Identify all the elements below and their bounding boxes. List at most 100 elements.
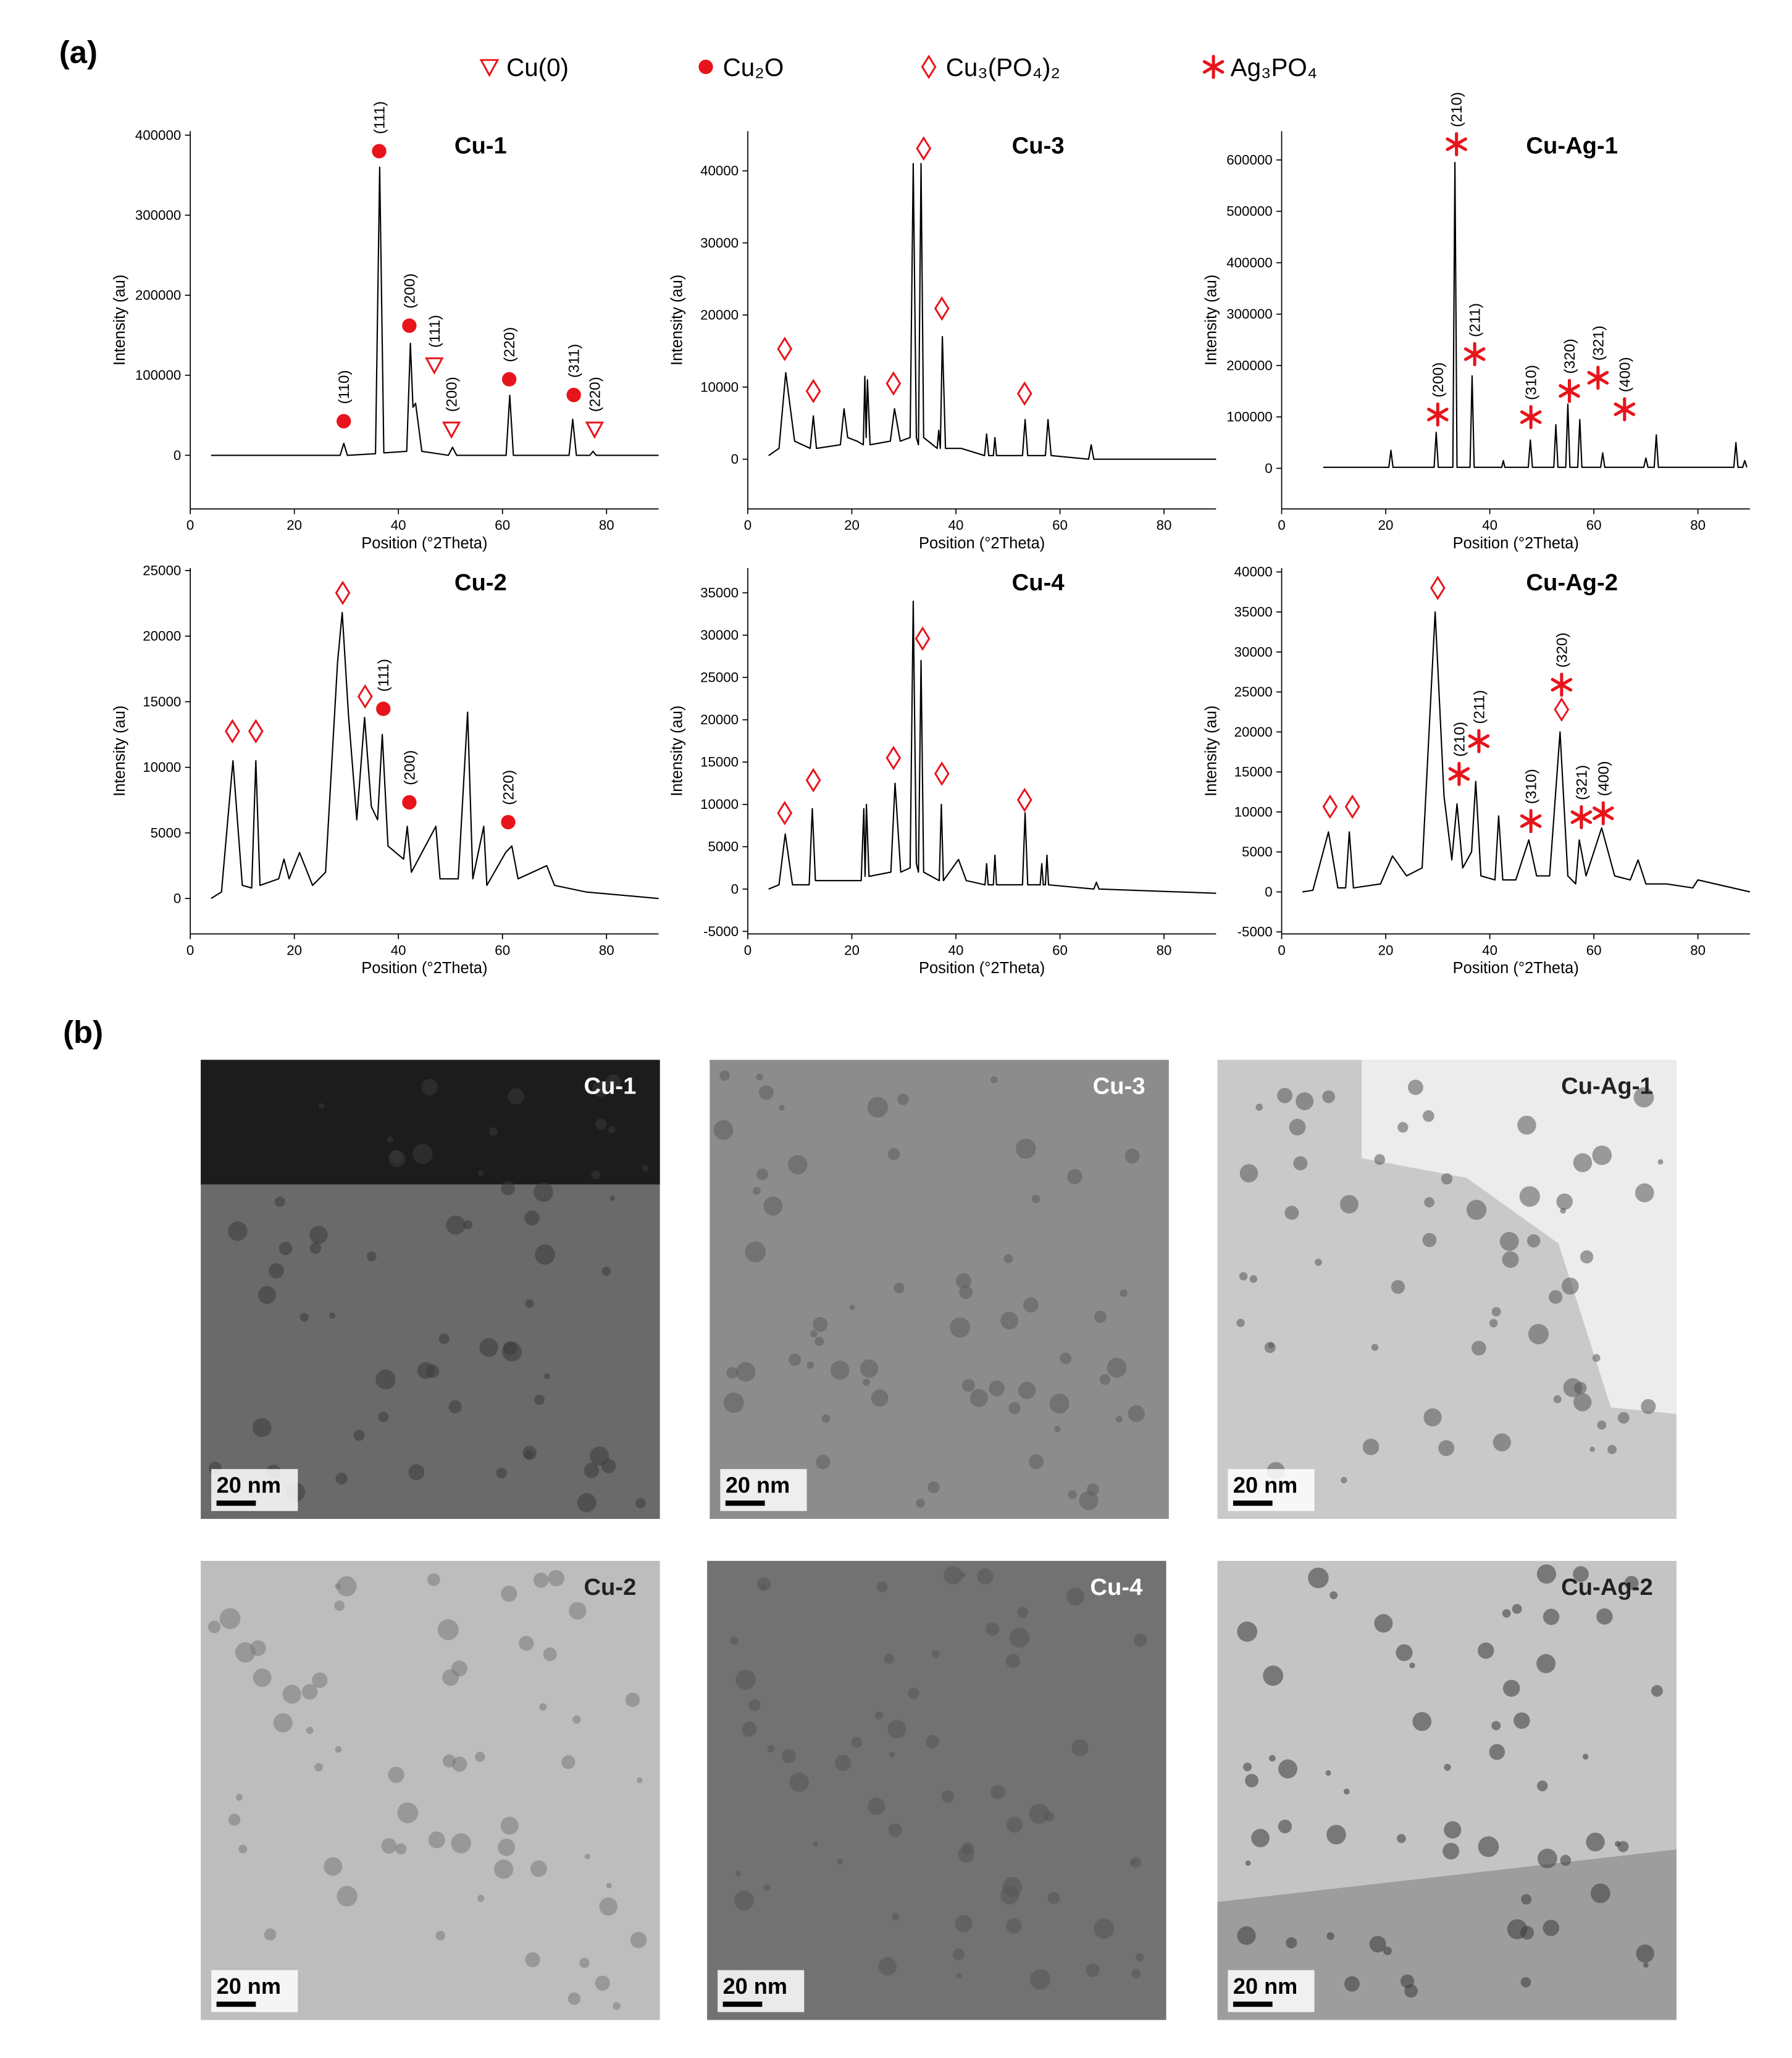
x-tick-label: 60 [1052,517,1068,533]
x-tick-label: 60 [495,517,510,533]
x-tick-label: 0 [1278,517,1285,533]
legend-label: Cu₃(PO₄)₂ [946,53,1060,82]
tem-particle [1289,1119,1306,1136]
tem-particle [1251,1828,1270,1847]
diamond-marker [1554,697,1570,722]
peak-label: (320) [1554,632,1570,667]
panel-label: (b) [63,1014,103,1050]
circle-marker [566,387,581,403]
peak-label: (110) [336,370,353,404]
tem-particle [1296,1092,1314,1111]
tem-particle [1592,1353,1601,1362]
tem-particle [1391,1280,1405,1294]
tem-particle [1574,1381,1587,1395]
tem-particle [1269,1755,1276,1762]
tem-particle [1237,1621,1258,1642]
asterisk-marker [1202,54,1225,79]
tem-particle [989,1380,1005,1397]
xrd-line [1302,611,1751,893]
y-tick-label: 0 [731,451,739,467]
tem-particle [579,1957,590,1968]
tem-particle [477,1894,485,1902]
tem-particle [884,1654,895,1664]
circle-marker [372,144,387,159]
chart-title: Cu-3 [1012,133,1065,159]
asterisk-stroke [1427,408,1449,422]
x-tick-label: 0 [186,942,194,958]
x-tick-label: 60 [1052,942,1068,958]
peak-label: (310) [1523,365,1540,400]
tem-particle [889,1752,895,1758]
tem-particle [524,1210,540,1226]
legend-label: Ag₃PO₄ [1231,53,1318,82]
tem-particle [888,1823,902,1838]
tem-particle [1441,1173,1453,1185]
tem-particle [592,1081,609,1097]
tem-particle [569,1602,587,1620]
tem-label: Cu-3 [1093,1073,1145,1100]
asterisk-stroke [1587,370,1609,385]
tem-particle [417,1362,435,1379]
tem-particle [735,1870,741,1876]
tem-particle [1003,1254,1013,1263]
asterisk-stroke [1446,137,1467,151]
tem-particle [1015,1139,1036,1159]
y-tick-label: 0 [174,448,181,463]
y-tick-label: 15000 [1234,764,1273,780]
tem-particle [609,1195,616,1201]
asterisk-stroke [1448,767,1470,781]
asterisk-marker [1463,342,1486,367]
diamond-marker [1016,381,1032,406]
tem-particle [955,1273,971,1289]
y-tick-label: 300000 [135,207,181,223]
peak-label: (400) [1617,357,1633,392]
y-tick-label: 10000 [143,759,181,775]
x-axis-label: Position (°2Theta) [1453,535,1579,552]
tem-particle [635,1498,646,1508]
x-tick-label: 40 [1482,517,1497,533]
y-tick-label: 20000 [700,712,739,727]
tem-particle [763,1196,783,1216]
asterisk-stroke [1614,402,1636,416]
scale-bar-label: 20 nm [217,1472,281,1497]
tem-particle [525,1952,540,1967]
tem-particle [282,1684,301,1704]
tem-particle [1237,1926,1256,1945]
tem-particle [543,1647,557,1662]
tem-particle [789,1353,801,1366]
tem-particle [1590,1883,1610,1904]
tem-particle [309,1226,328,1244]
y-tick-label: 100000 [1226,409,1272,425]
tem-particle [830,1360,850,1380]
tem-particle [1641,1399,1656,1414]
tem-particle [1651,1684,1663,1697]
y-tick-label: 0 [1265,461,1272,476]
tem-particle [779,1105,785,1111]
tem-particle [1549,1290,1563,1304]
tem-particle [1493,1433,1511,1452]
tem-particle [1536,1564,1557,1584]
tem-particle [986,1622,1000,1636]
tem-particle [1423,1408,1442,1427]
tem-particle [1491,1721,1501,1731]
y-tick-label: 10000 [1234,804,1273,819]
tem-particle [990,1784,1005,1800]
asterisk-stroke [1463,347,1486,361]
tem-particle [713,1120,734,1140]
tem-particle [950,1317,971,1338]
tem-particle [1086,1963,1100,1978]
tem-particle [1397,1834,1406,1843]
x-tick-label: 0 [744,517,752,533]
asterisk-marker [1520,405,1542,430]
tem-particle [378,1412,389,1423]
tem-particle [269,1263,284,1279]
asterisk-stroke [1570,810,1593,824]
tem-particle [438,1333,450,1344]
tem-particle [1017,1607,1029,1618]
peak-label: (111) [372,101,388,134]
tem-particle [238,1844,248,1854]
tem-particle [1407,1079,1423,1095]
tem-image [707,1560,1166,2020]
tem-particle [897,1094,909,1105]
tem-particle [1633,1087,1654,1108]
